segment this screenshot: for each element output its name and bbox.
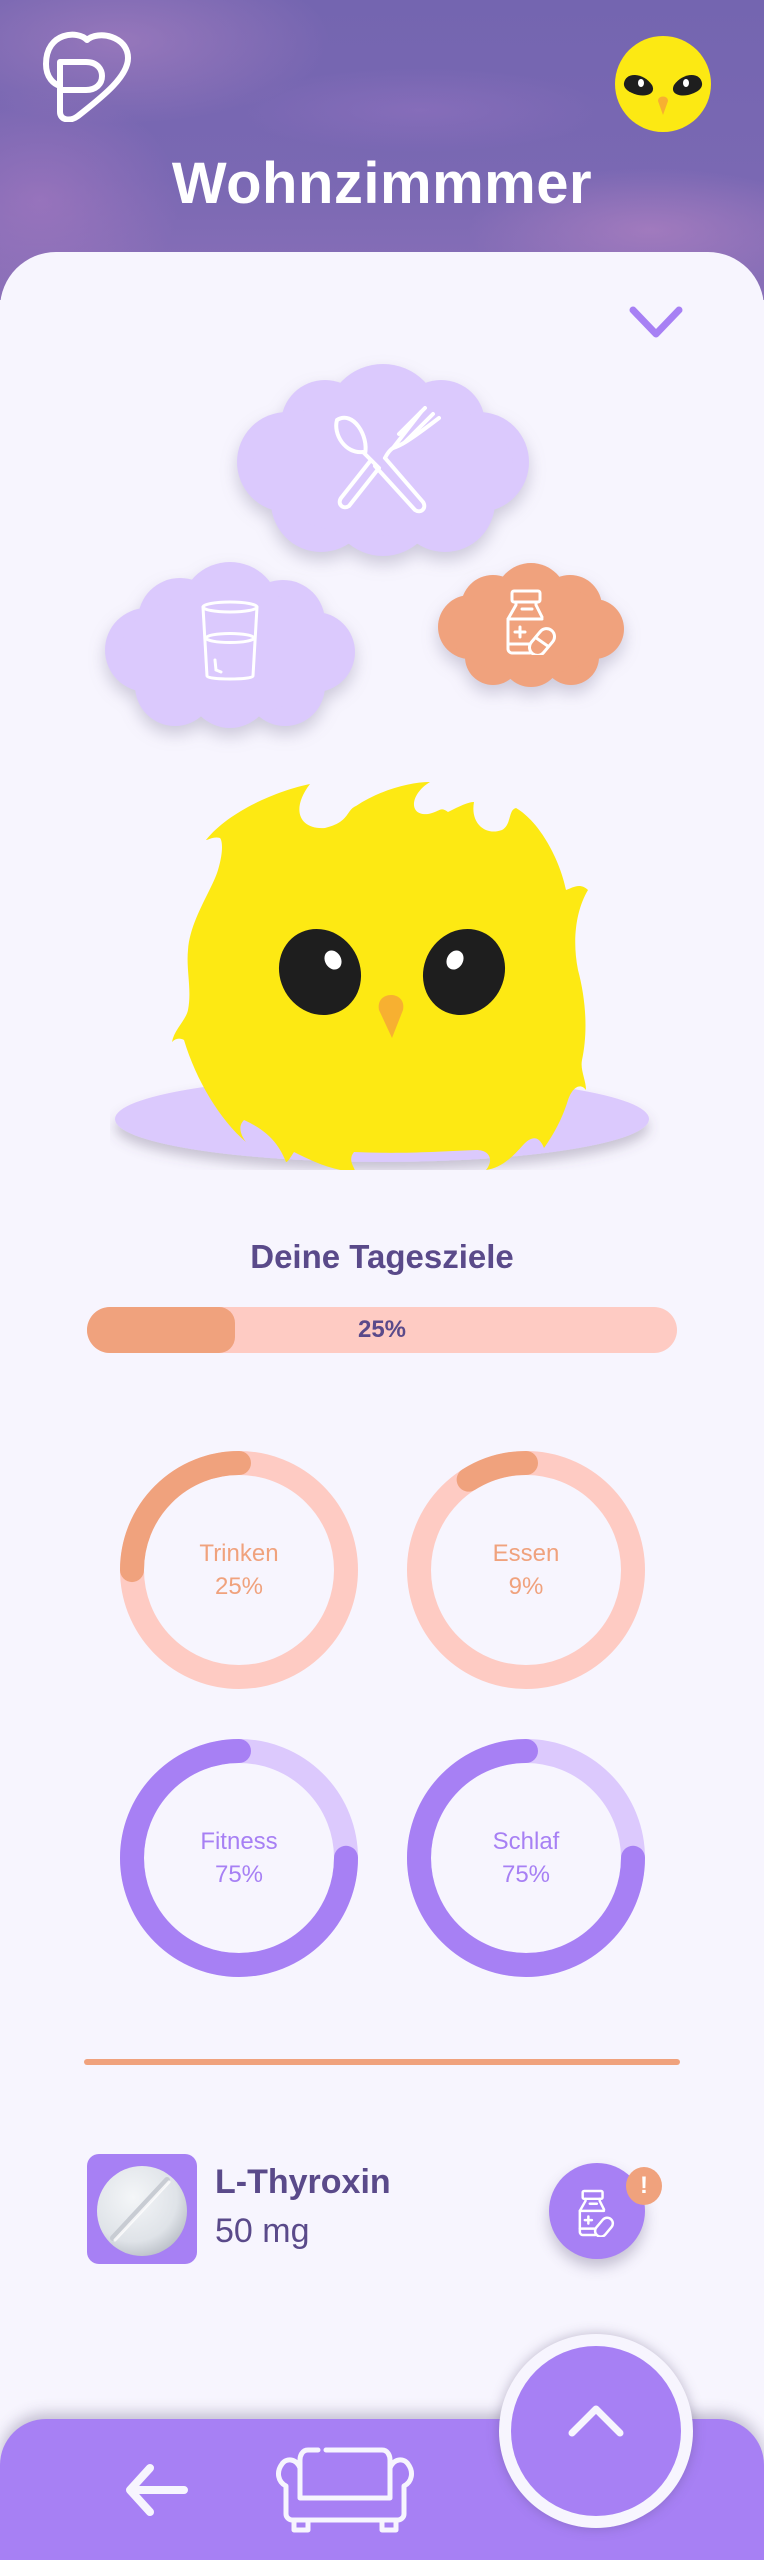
overall-progress-bar: 25%: [87, 1307, 677, 1353]
progress-label: 25%: [357, 1316, 407, 1343]
glass-icon: [201, 600, 259, 681]
medicine-bottle-icon: [578, 2189, 615, 2237]
back-button[interactable]: [122, 2462, 194, 2518]
goal-label: Fitness: [200, 1828, 278, 1855]
app-logo[interactable]: [40, 28, 134, 123]
goal-label: Trinken: [199, 1540, 279, 1567]
section-divider: [84, 2059, 680, 2065]
medication-image: [87, 2154, 197, 2264]
goal-value: 75%: [501, 1861, 551, 1888]
progress-fill: [87, 1307, 235, 1353]
ring-chart: [407, 1739, 645, 1977]
pill-tablet-icon: [97, 2166, 187, 2256]
chevron-down-icon: [629, 306, 683, 338]
room-button[interactable]: [270, 2446, 420, 2534]
goal-ring-trinken[interactable]: Trinken 25%: [119, 1450, 359, 1690]
goal-ring-fitness[interactable]: Fitness 75%: [119, 1738, 359, 1978]
goal-value: 25%: [214, 1573, 264, 1600]
goal-value: 75%: [214, 1861, 264, 1888]
medication-dose: 50 mg: [215, 2212, 310, 2250]
need-cloud-drink[interactable]: [105, 560, 355, 728]
fab-inner: [511, 2346, 681, 2516]
ring-chart: [120, 1739, 358, 1977]
pet-chick[interactable]: [110, 770, 660, 1172]
fork-spoon-icon: [334, 406, 441, 514]
medication-name: L-Thyroxin: [215, 2163, 391, 2201]
chick-avatar-icon: [615, 36, 711, 132]
ring-chart: [407, 1451, 645, 1689]
cloud-shape: [237, 364, 529, 556]
need-cloud-food[interactable]: [235, 362, 531, 558]
goal-value: 9%: [508, 1573, 544, 1600]
chick-pet-illustration: [115, 782, 649, 1172]
need-cloud-medication[interactable]: [438, 561, 624, 687]
avatar[interactable]: [614, 35, 712, 133]
goal-ring-essen[interactable]: Essen 9%: [406, 1450, 646, 1690]
collapse-button[interactable]: [628, 302, 684, 342]
arrow-left-icon: [126, 2464, 188, 2516]
sofa-icon: [276, 2447, 414, 2533]
goals-title: Deine Tagesziele: [250, 1238, 514, 1275]
page-title: Wohnzimmmer: [171, 151, 593, 216]
alert-badge: !: [626, 2167, 662, 2205]
scroll-up-fab[interactable]: [499, 2334, 693, 2528]
heart-p-logo-icon: [43, 31, 131, 123]
chevron-up-icon: [568, 2405, 624, 2437]
medicine-bottle-icon: [506, 589, 556, 655]
goal-label: Essen: [492, 1540, 560, 1567]
goal-label: Schlaf: [492, 1828, 560, 1855]
ring-chart: [120, 1451, 358, 1689]
goal-ring-schlaf[interactable]: Schlaf 75%: [406, 1738, 646, 1978]
